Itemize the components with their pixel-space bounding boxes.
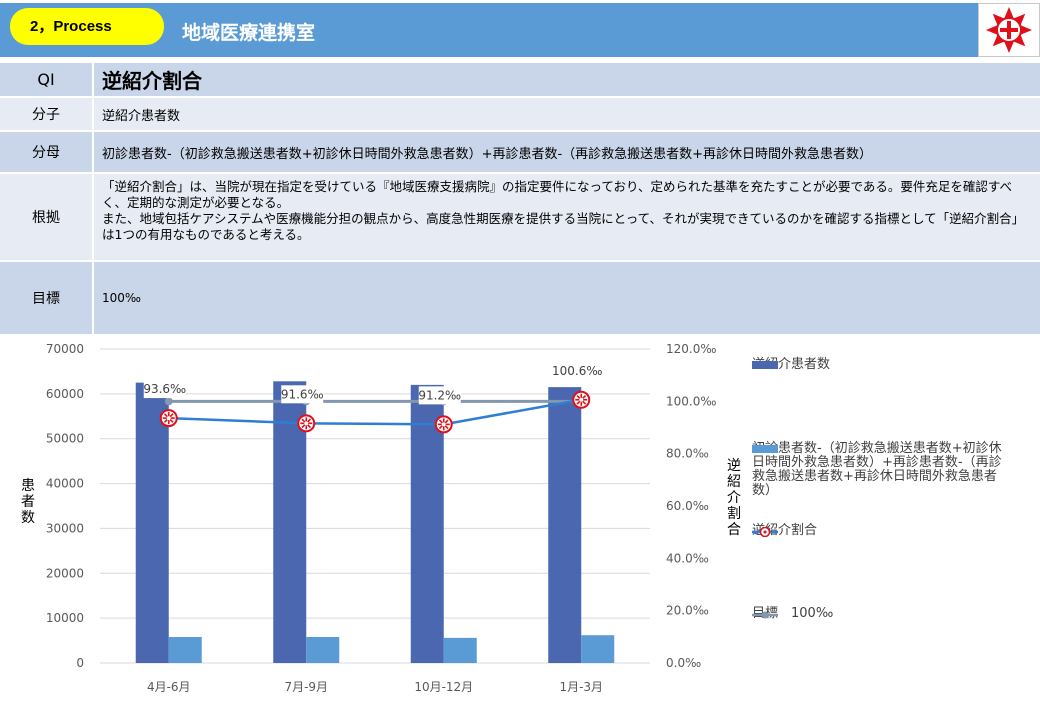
denominator-label: 分母 bbox=[0, 132, 92, 172]
x-category-label: 10月-12月 bbox=[414, 680, 473, 694]
data-label: 100.6‰ bbox=[552, 364, 602, 378]
department-title: 地域医療連携室 bbox=[182, 22, 316, 44]
ratio-line bbox=[168, 398, 582, 426]
y-right-tick-label: 20.0‰ bbox=[666, 604, 709, 618]
y-left-tick-label: 0 bbox=[76, 656, 84, 670]
x-category-label: 7月-9月 bbox=[284, 680, 328, 694]
bar bbox=[443, 637, 477, 663]
basis-text: 「逆紹介割合」は、当院が現在指定を受けている『地域医療支援病院』の指定要件になっ… bbox=[94, 174, 1040, 260]
legend-item: 逆紹介患者数 bbox=[752, 358, 1002, 372]
bar bbox=[135, 382, 169, 663]
denominator-row: 分母 初診患者数-（初診救急搬送患者数+初診休日時間外救急患者数）+再診患者数-… bbox=[0, 132, 1040, 172]
y-right-tick-label: 100.0‰ bbox=[666, 394, 716, 408]
y-left-tick-label: 40000 bbox=[46, 477, 84, 491]
legend-item: 目標 100‰ bbox=[752, 607, 1002, 621]
basis-paragraph: 「逆紹介割合」は、当院が現在指定を受けている『地域医療支援病院』の指定要件になっ… bbox=[102, 179, 1013, 210]
data-label: 91.6‰ bbox=[281, 387, 324, 401]
ratio-point bbox=[572, 390, 591, 409]
legend-line-marker bbox=[752, 611, 778, 619]
y-left-tick-label: 70000 bbox=[46, 342, 84, 356]
numerator-label: 分子 bbox=[0, 98, 92, 130]
legend-label: 初診患者数-（初診救急搬送患者数+初診休日時間外救急患者数）+再診患者数-（再診… bbox=[752, 441, 1002, 498]
bar bbox=[306, 636, 340, 663]
target-label: 目標 bbox=[0, 262, 92, 334]
bar bbox=[548, 387, 582, 663]
header: 2，Process 地域医療連携室 bbox=[0, 0, 1040, 60]
qi-label: QI bbox=[0, 63, 92, 96]
legend-item: 初診患者数-（初診救急搬送患者数+初診休日時間外救急患者数）+再診患者数-（再診… bbox=[752, 442, 1002, 498]
data-label-bg bbox=[281, 385, 324, 404]
qi-row: QI 逆紹介割合 bbox=[0, 63, 1040, 96]
ratio-marker-core bbox=[166, 416, 171, 421]
y-right-tick-label: 80.0‰ bbox=[666, 447, 709, 461]
header-bar bbox=[0, 3, 1040, 57]
y-left-tick-label: 20000 bbox=[46, 566, 84, 580]
numerator-row: 分子 逆紹介患者数 bbox=[0, 98, 1040, 130]
section-badge: 2，Process bbox=[10, 8, 164, 45]
y-right-tick-label: 40.0‰ bbox=[666, 551, 709, 565]
target-point bbox=[164, 397, 173, 406]
legend-bar-swatch bbox=[752, 445, 778, 453]
qi-name: 逆紹介割合 bbox=[94, 63, 1040, 96]
y-right-tick-label: 120.0‰ bbox=[666, 342, 716, 356]
x-category-label: 4月-6月 bbox=[147, 680, 191, 694]
denominator-value: 初診患者数-（初診救急搬送患者数+初診休日時間外救急患者数）+再診患者数-（再診… bbox=[94, 132, 1040, 172]
ratio-point bbox=[434, 415, 453, 434]
legend: 逆紹介患者数 初診患者数-（初診救急搬送患者数+初診休日時間外救急患者数）+再診… bbox=[752, 335, 1040, 720]
legend-label: 逆紹介患者数 bbox=[752, 357, 831, 372]
hospital-logo bbox=[978, 3, 1040, 57]
basis-row: 根拠 「逆紹介割合」は、当院が現在指定を受けている『地域医療支援病院』の指定要件… bbox=[0, 174, 1040, 260]
y-left-tick-label: 10000 bbox=[46, 611, 84, 625]
legend-bar-swatch bbox=[752, 361, 778, 369]
y-right-axis-title: 逆紹介割合 bbox=[727, 458, 741, 538]
legend-item: 逆紹介割合 bbox=[752, 524, 1002, 538]
data-label-bg bbox=[418, 386, 461, 405]
ratio-marker-core bbox=[441, 422, 446, 427]
ratio-marker-core bbox=[304, 421, 309, 426]
logo-emblem-icon bbox=[986, 7, 1032, 53]
basis-label: 根拠 bbox=[0, 174, 92, 260]
ratio-point bbox=[297, 414, 316, 433]
chart-area: 0 10000 20000 30000 40000 50000 60000 70000 0.0‰… bbox=[0, 335, 1040, 720]
target-value: 100‰ bbox=[94, 262, 1040, 334]
data-label: 91.2‰ bbox=[418, 388, 461, 402]
y-left-axis-title: 患者数 bbox=[21, 478, 35, 526]
data-label-bg bbox=[143, 380, 186, 399]
target-row: 目標 100‰ bbox=[0, 262, 1040, 334]
data-label-bg bbox=[552, 361, 602, 380]
bar bbox=[168, 636, 202, 663]
x-category-label: 1月-3月 bbox=[559, 680, 603, 694]
y-right-tick-label: 60.0‰ bbox=[666, 499, 709, 513]
y-right-tick-label: 0.0‰ bbox=[666, 656, 701, 670]
ratio-marker-core bbox=[579, 397, 584, 402]
y-left-tick-label: 60000 bbox=[46, 387, 84, 401]
data-label: 93.6‰ bbox=[143, 382, 186, 396]
combo-chart: 0 10000 20000 30000 40000 50000 60000 70000 0.0‰… bbox=[46, 342, 717, 694]
legend-label: 目標 100‰ bbox=[752, 606, 834, 621]
bar bbox=[581, 635, 615, 663]
numerator-value: 逆紹介患者数 bbox=[94, 98, 1040, 130]
legend-line-marker bbox=[752, 527, 778, 537]
y-left-tick-label: 30000 bbox=[46, 521, 84, 535]
basis-paragraph: また、地域包括ケアシステムや医療機能分担の観点から、高度急性期医療を提供する当院… bbox=[102, 211, 1025, 242]
y-left-tick-label: 50000 bbox=[46, 432, 84, 446]
ratio-point bbox=[159, 409, 178, 428]
legend-label: 逆紹介割合 bbox=[752, 523, 818, 538]
